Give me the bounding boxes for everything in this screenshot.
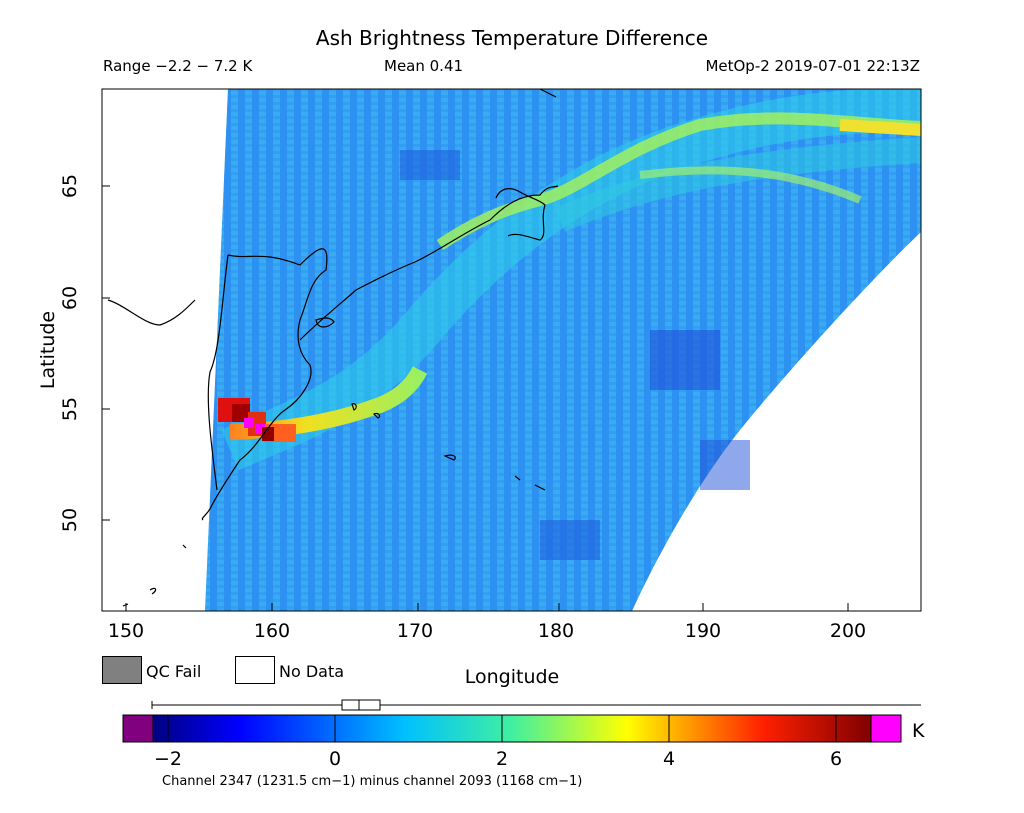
plot-frame — [101, 88, 922, 612]
colorbar-overflow — [870, 714, 902, 743]
x-tick-label: 200 — [829, 620, 867, 642]
satellite-timestamp: MetOp-2 2019-07-01 22:13Z — [705, 57, 920, 75]
x-tick-label: 150 — [107, 620, 145, 642]
distribution-whisker — [151, 699, 921, 711]
x-tick-label: 170 — [396, 620, 434, 642]
channel-footnote: Channel 2347 (1231.5 cm−1) minus channel… — [162, 774, 583, 789]
colorbar-tick-label: 2 — [495, 748, 509, 770]
x-tick-label: 160 — [253, 620, 291, 642]
colorbar-tick-label: 6 — [829, 748, 843, 770]
coastlines — [107, 89, 559, 607]
colorbar-tick-label: −2 — [153, 748, 183, 770]
swath-field — [107, 89, 921, 611]
qc-fail-swatch — [102, 656, 142, 684]
plot-title: Ash Brightness Temperature Difference — [315, 26, 709, 50]
qc-fail-label: QC Fail — [146, 662, 202, 681]
colorbar-unit: K — [912, 720, 925, 742]
no-data-swatch — [235, 656, 275, 684]
colorbar-tick-label: 0 — [328, 748, 342, 770]
colorbar-ticks — [167, 715, 837, 742]
x-tick-label: 180 — [537, 620, 575, 642]
colorbar-gradient — [152, 714, 872, 743]
range-readout: Range −2.2 − 7.2 K — [103, 57, 253, 75]
data-swath — [205, 89, 921, 611]
axis-ticks — [102, 185, 849, 611]
no-data-label: No Data — [279, 662, 345, 681]
mean-readout: Mean 0.41 — [384, 57, 464, 75]
colorbar-underflow — [122, 714, 154, 743]
x-axis-label: Longitude — [464, 666, 560, 688]
colorbar-tick-label: 4 — [662, 748, 676, 770]
x-tick-label: 190 — [684, 620, 722, 642]
